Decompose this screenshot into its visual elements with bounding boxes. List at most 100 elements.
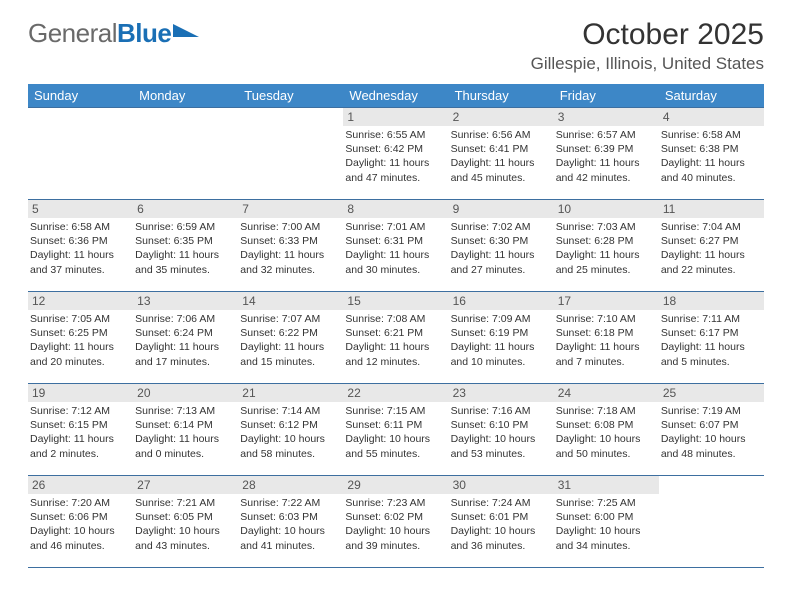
calendar-table: SundayMondayTuesdayWednesdayThursdayFrid… bbox=[28, 84, 764, 568]
day-number: 29 bbox=[343, 476, 448, 494]
calendar-cell: 23 Sunrise: 7:16 AMSunset: 6:10 PMDayligh… bbox=[449, 384, 554, 476]
day-number: 14 bbox=[238, 292, 343, 310]
day-details: Sunrise: 6:59 AMSunset: 6:35 PMDaylight:… bbox=[135, 220, 234, 277]
day-number: 10 bbox=[554, 200, 659, 218]
calendar-cell bbox=[659, 476, 764, 568]
calendar-cell: 15Sunrise: 7:08 AMSunset: 6:21 PMDayligh… bbox=[343, 292, 448, 384]
day-details: Sunrise: 7:12 AMSunset: 6:15 PMDaylight:… bbox=[30, 404, 129, 461]
day-number: 2 bbox=[449, 108, 554, 126]
calendar-cell: 16 Sunrise: 7:09 AMSunset: 6:19 PMDayligh… bbox=[449, 292, 554, 384]
calendar-cell: 14 Sunrise: 7:07 AMSunset: 6:22 PMDayligh… bbox=[238, 292, 343, 384]
calendar-cell: 11 Sunrise: 7:04 AMSunset: 6:27 PMDayligh… bbox=[659, 200, 764, 292]
calendar-cell: 24 Sunrise: 7:18 AMSunset: 6:08 PMDayligh… bbox=[554, 384, 659, 476]
calendar-cell: 4 Sunrise: 6:58 AMSunset: 6:38 PMDaylight… bbox=[659, 108, 764, 200]
calendar-cell: 29 Sunrise: 7:23 AMSunset: 6:02 PMDayligh… bbox=[343, 476, 448, 568]
calendar-cell: 27 Sunrise: 7:21 AMSunset: 6:05 PMDayligh… bbox=[133, 476, 238, 568]
day-header: Friday bbox=[554, 84, 659, 108]
calendar-cell: 2 Sunrise: 6:56 AMSunset: 6:41 PMDaylight… bbox=[449, 108, 554, 200]
calendar-cell: 10 Sunrise: 7:03 AMSunset: 6:28 PMDayligh… bbox=[554, 200, 659, 292]
day-number: 31 bbox=[554, 476, 659, 494]
calendar-cell: 17Sunrise: 7:10 AMSunset: 6:18 PMDayligh… bbox=[554, 292, 659, 384]
day-details: Sunrise: 7:07 AMSunset: 6:22 PMDaylight:… bbox=[240, 312, 339, 369]
day-number: 1 bbox=[343, 108, 448, 126]
day-details: Sunrise: 7:04 AMSunset: 6:27 PMDaylight:… bbox=[661, 220, 760, 277]
day-details: Sunrise: 7:13 AMSunset: 6:14 PMDaylight:… bbox=[135, 404, 234, 461]
day-header: Saturday bbox=[659, 84, 764, 108]
day-details: Sunrise: 6:56 AMSunset: 6:41 PMDaylight:… bbox=[451, 128, 550, 185]
calendar-cell bbox=[238, 108, 343, 200]
day-number: 26 bbox=[28, 476, 133, 494]
day-number: 16 bbox=[449, 292, 554, 310]
day-number: 4 bbox=[659, 108, 764, 126]
calendar-cell: 12 Sunrise: 7:05 AMSunset: 6:25 PMDayligh… bbox=[28, 292, 133, 384]
day-details: Sunrise: 7:14 AMSunset: 6:12 PMDaylight:… bbox=[240, 404, 339, 461]
calendar-cell: 5 Sunrise: 6:58 AMSunset: 6:36 PMDaylight… bbox=[28, 200, 133, 292]
day-header: Thursday bbox=[449, 84, 554, 108]
day-details: Sunrise: 7:02 AMSunset: 6:30 PMDaylight:… bbox=[451, 220, 550, 277]
day-number: 5 bbox=[28, 200, 133, 218]
day-details: Sunrise: 7:09 AMSunset: 6:19 PMDaylight:… bbox=[451, 312, 550, 369]
calendar-cell: 30Sunrise: 7:24 AMSunset: 6:01 PMDayligh… bbox=[449, 476, 554, 568]
day-details: Sunrise: 7:03 AMSunset: 6:28 PMDaylight:… bbox=[556, 220, 655, 277]
logo-triangle-icon bbox=[173, 24, 199, 37]
day-details: Sunrise: 7:11 AMSunset: 6:17 PMDaylight:… bbox=[661, 312, 760, 369]
day-details: Sunrise: 6:58 AMSunset: 6:38 PMDaylight:… bbox=[661, 128, 760, 185]
day-header: Tuesday bbox=[238, 84, 343, 108]
logo: GeneralBlue bbox=[28, 18, 199, 49]
day-number: 23 bbox=[449, 384, 554, 402]
calendar-cell: 7 Sunrise: 7:00 AMSunset: 6:33 PMDaylight… bbox=[238, 200, 343, 292]
calendar-cell: 13Sunrise: 7:06 AMSunset: 6:24 PMDayligh… bbox=[133, 292, 238, 384]
calendar-cell: 21 Sunrise: 7:14 AMSunset: 6:12 PMDayligh… bbox=[238, 384, 343, 476]
day-details: Sunrise: 7:22 AMSunset: 6:03 PMDaylight:… bbox=[240, 496, 339, 553]
day-details: Sunrise: 7:20 AMSunset: 6:06 PMDaylight:… bbox=[30, 496, 129, 553]
day-number: 13 bbox=[133, 292, 238, 310]
day-details: Sunrise: 7:01 AMSunset: 6:31 PMDaylight:… bbox=[345, 220, 444, 277]
day-number: 7 bbox=[238, 200, 343, 218]
month-title: October 2025 bbox=[531, 18, 764, 52]
day-details: Sunrise: 7:21 AMSunset: 6:05 PMDaylight:… bbox=[135, 496, 234, 553]
day-number: 18 bbox=[659, 292, 764, 310]
day-details: Sunrise: 7:19 AMSunset: 6:07 PMDaylight:… bbox=[661, 404, 760, 461]
day-details: Sunrise: 7:15 AMSunset: 6:11 PMDaylight:… bbox=[345, 404, 444, 461]
logo-text-general: General bbox=[28, 18, 117, 49]
day-number: 27 bbox=[133, 476, 238, 494]
logo-text-blue: Blue bbox=[117, 18, 171, 49]
day-details: Sunrise: 7:00 AMSunset: 6:33 PMDaylight:… bbox=[240, 220, 339, 277]
location-subtitle: Gillespie, Illinois, United States bbox=[531, 54, 764, 74]
day-details: Sunrise: 7:18 AMSunset: 6:08 PMDaylight:… bbox=[556, 404, 655, 461]
day-details: Sunrise: 7:05 AMSunset: 6:25 PMDaylight:… bbox=[30, 312, 129, 369]
day-number: 8 bbox=[343, 200, 448, 218]
day-number: 9 bbox=[449, 200, 554, 218]
day-number: 12 bbox=[28, 292, 133, 310]
calendar-cell: 22 Sunrise: 7:15 AMSunset: 6:11 PMDayligh… bbox=[343, 384, 448, 476]
calendar-cell: 25 Sunrise: 7:19 AMSunset: 6:07 PMDayligh… bbox=[659, 384, 764, 476]
day-number: 11 bbox=[659, 200, 764, 218]
calendar-cell: 31 Sunrise: 7:25 AMSunset: 6:00 PMDayligh… bbox=[554, 476, 659, 568]
calendar-cell bbox=[133, 108, 238, 200]
calendar-cell: 6 Sunrise: 6:59 AMSunset: 6:35 PMDaylight… bbox=[133, 200, 238, 292]
calendar-cell: 1Sunrise: 6:55 AMSunset: 6:42 PMDaylight… bbox=[343, 108, 448, 200]
day-details: Sunrise: 7:23 AMSunset: 6:02 PMDaylight:… bbox=[345, 496, 444, 553]
day-number: 19 bbox=[28, 384, 133, 402]
calendar-cell: 19 Sunrise: 7:12 AMSunset: 6:15 PMDayligh… bbox=[28, 384, 133, 476]
day-number: 20 bbox=[133, 384, 238, 402]
day-header: Sunday bbox=[28, 84, 133, 108]
day-details: Sunrise: 6:58 AMSunset: 6:36 PMDaylight:… bbox=[30, 220, 129, 277]
day-details: Sunrise: 7:08 AMSunset: 6:21 PMDaylight:… bbox=[345, 312, 444, 369]
day-number: 30 bbox=[449, 476, 554, 494]
day-number: 17 bbox=[554, 292, 659, 310]
calendar-cell: 9 Sunrise: 7:02 AMSunset: 6:30 PMDaylight… bbox=[449, 200, 554, 292]
day-number: 3 bbox=[554, 108, 659, 126]
calendar-cell: 18 Sunrise: 7:11 AMSunset: 6:17 PMDayligh… bbox=[659, 292, 764, 384]
day-number: 25 bbox=[659, 384, 764, 402]
day-number: 6 bbox=[133, 200, 238, 218]
calendar-cell: 20 Sunrise: 7:13 AMSunset: 6:14 PMDayligh… bbox=[133, 384, 238, 476]
day-details: Sunrise: 6:57 AMSunset: 6:39 PMDaylight:… bbox=[556, 128, 655, 185]
day-header: Monday bbox=[133, 84, 238, 108]
day-number: 22 bbox=[343, 384, 448, 402]
day-header: Wednesday bbox=[343, 84, 448, 108]
day-details: Sunrise: 7:16 AMSunset: 6:10 PMDaylight:… bbox=[451, 404, 550, 461]
day-number: 21 bbox=[238, 384, 343, 402]
day-details: Sunrise: 7:25 AMSunset: 6:00 PMDaylight:… bbox=[556, 496, 655, 553]
day-number: 24 bbox=[554, 384, 659, 402]
